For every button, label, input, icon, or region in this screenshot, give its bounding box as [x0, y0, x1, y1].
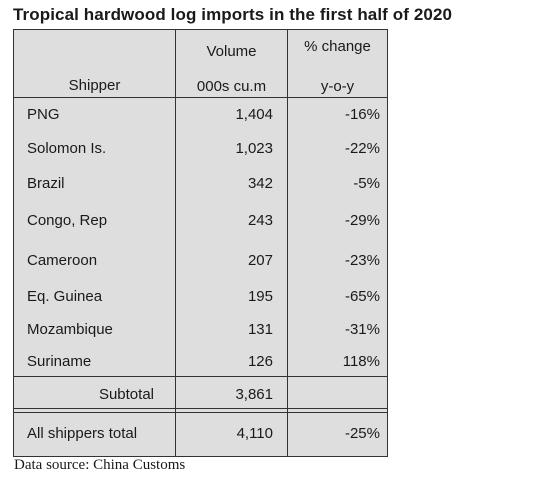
- row-shipper: Eq. Guinea: [27, 288, 103, 305]
- total-label: All shippers total: [27, 425, 138, 442]
- row-shipper: Mozambique: [27, 321, 113, 338]
- table-title: Tropical hardwood log imports in the fir…: [13, 5, 453, 24]
- header-divider: [14, 97, 387, 98]
- row-change: -31%: [344, 321, 380, 338]
- imports-table: Shipper Volume 000s cu.m % change y-o-y …: [13, 29, 388, 457]
- column-divider: [287, 30, 288, 456]
- row-shipper: Congo, Rep: [27, 212, 108, 229]
- subtotal-volume: 3,861: [235, 386, 273, 403]
- header-volume-unit: 000s cu.m: [196, 78, 267, 95]
- row-shipper: Solomon Is.: [27, 140, 107, 157]
- column-divider: [175, 30, 176, 456]
- row-volume: 1,023: [235, 140, 273, 157]
- data-source-note: Data source: China Customs: [14, 457, 186, 473]
- row-change: -5%: [353, 175, 380, 192]
- subtotal-divider: [14, 408, 387, 409]
- subtotal-divider-double: [14, 412, 387, 413]
- row-volume: 342: [247, 175, 273, 192]
- header-change: % change: [304, 38, 371, 55]
- row-change: -22%: [344, 140, 380, 157]
- row-change: 118%: [342, 353, 380, 370]
- row-volume: 1,404: [235, 106, 273, 123]
- row-change: -65%: [344, 288, 380, 305]
- row-volume: 207: [247, 252, 273, 269]
- row-shipper: Brazil: [27, 175, 65, 192]
- row-volume: 243: [247, 212, 273, 229]
- row-shipper: Cameroon: [27, 252, 98, 269]
- row-change: -29%: [344, 212, 380, 229]
- header-volume: Volume: [206, 43, 257, 60]
- row-shipper: PNG: [27, 106, 60, 123]
- body-divider: [14, 376, 387, 377]
- row-change: -23%: [344, 252, 380, 269]
- row-volume: 131: [247, 321, 273, 338]
- row-change: -16%: [344, 106, 380, 123]
- row-volume: 195: [247, 288, 273, 305]
- row-volume: 126: [247, 353, 273, 370]
- total-volume: 4,110: [236, 425, 273, 442]
- header-shipper: Shipper: [68, 77, 121, 94]
- subtotal-label: Subtotal: [98, 386, 154, 403]
- row-shipper: Suriname: [27, 353, 92, 370]
- total-change: -25%: [344, 425, 380, 442]
- header-change-unit: y-o-y: [320, 78, 355, 95]
